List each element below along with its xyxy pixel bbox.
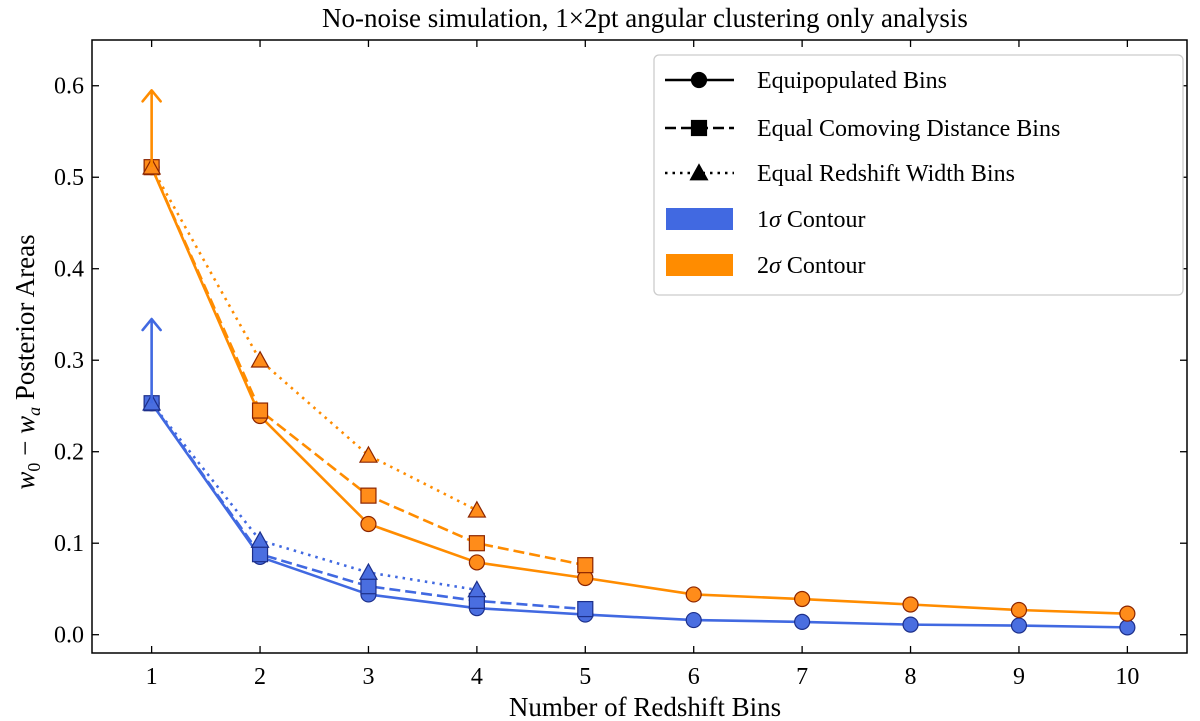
x-tick-label-4: 5 [579,664,591,690]
y-tick-label-5: 0.5 [54,165,84,191]
series-line-2 [150,402,478,592]
legend-item-1: Equal Comoving Distance Bins [665,116,1060,142]
axes-frame [91,39,1188,654]
data-point-0-8 [1010,617,1028,634]
arrow-head-0 [141,317,162,332]
data-point-0-5 [685,611,702,629]
data-point-3-9 [1119,605,1136,622]
legend-label-2: Equal Redshift Width Bins [757,161,1015,187]
axes: 1 2 3 4 5 6 7 8 9 10 0.0 0.1 0.2 0.3 0.4 0.5 0.6 [54,39,1188,690]
x-tick-label-2: 3 [362,664,374,690]
arrow-head-1 [141,89,162,103]
y-tick-label-6: 0.6 [54,74,84,100]
x-tick-label-5: 6 [688,664,700,690]
series-4 [143,159,594,574]
y-axis-label: w0 − wa Posterior Areas [10,234,44,489]
data-point-4-3 [468,535,485,552]
x-tick-label-9: 10 [1115,664,1139,690]
plot-area [141,89,1136,636]
legend-marker-1 [690,119,708,137]
legend-item-0: Equipopulated Bins [665,68,947,94]
data-point-1-4 [577,600,594,618]
legend-item-4: 2σ Contour [666,253,866,279]
legend-item-3: 1σ Contour [666,207,866,233]
series-0 [143,395,1136,636]
data-point-5-1 [250,350,270,368]
data-point-0-6 [794,613,811,630]
data-point-4-1 [251,402,269,419]
y-tick-label-1: 0.1 [54,531,84,557]
x-tick-label-7: 8 [905,664,917,690]
legend-label-0: Equipopulated Bins [757,68,947,94]
data-point-4-4 [577,557,594,574]
series-line-3 [150,166,1128,615]
x-tick-label-3: 4 [471,664,483,690]
lower-bound-arrow-1 [141,89,162,168]
data-point-5-3 [467,500,487,518]
y-tick-label-0: 0.0 [54,623,84,649]
legend-marker-0 [690,71,708,89]
data-point-0-9 [1119,619,1136,636]
legend-box [653,54,1184,296]
y-tick-label-4: 0.4 [54,257,84,283]
data-point-1-1 [251,546,269,563]
series-2 [142,393,487,598]
legend-label-4: 2σ Contour [757,253,866,279]
legend-patch-3 [666,208,733,230]
data-point-3-2 [360,515,377,533]
y-tick-label-2: 0.2 [54,440,84,466]
data-point-2-2 [358,562,378,580]
data-point-3-3 [468,554,485,571]
x-tick-label-6: 7 [796,664,808,690]
series-line-0 [150,402,1128,629]
series-1 [143,395,594,618]
legend-label-3: 1σ Contour [757,207,866,233]
data-point-3-8 [1010,601,1028,619]
legend-marker-2 [689,163,709,181]
data-point-0-7 [902,616,919,633]
data-point-3-6 [794,590,811,608]
legend-label-1: Equal Comoving Distance Bins [757,116,1060,142]
legend-patch-4 [666,254,733,276]
chart-title: No-noise simulation, 1×2pt angular clust… [322,3,968,33]
x-tick-label-1: 2 [254,664,266,690]
legend-item-2: Equal Redshift Width Bins [665,161,1015,187]
data-point-2-1 [250,530,270,548]
data-point-4-2 [360,487,377,504]
data-point-2-3 [467,580,487,598]
x-tick-label-8: 9 [1013,664,1025,690]
lower-bound-arrow-0 [141,317,162,404]
series-line-4 [150,166,586,567]
x-axis-label: Number of Redshift Bins [509,692,781,721]
data-point-3-5 [685,586,702,603]
y-tick-label-3: 0.3 [54,348,84,374]
x-tick-label-0: 1 [146,664,158,690]
data-point-1-2 [360,578,377,595]
series-line-5 [150,166,478,512]
data-point-3-7 [902,596,919,613]
legend: Equipopulated Bins Equal Comoving Distanc… [653,54,1184,296]
data-point-5-2 [358,445,378,463]
